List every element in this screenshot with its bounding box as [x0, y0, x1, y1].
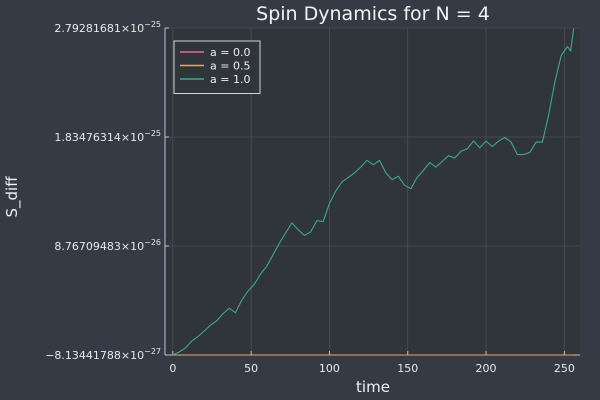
legend[interactable]: a = 0.0a = 0.5a = 1.0 — [173, 40, 261, 94]
x-tick-label-1: 50 — [244, 362, 258, 375]
x-tick-label-5: 250 — [554, 362, 575, 375]
legend-box — [173, 40, 261, 94]
series-line-2 — [172, 28, 575, 356]
chart-title: Spin Dynamics for N = 4 — [256, 3, 490, 25]
x-tick-label-3: 150 — [397, 362, 418, 375]
x-tick-label-2: 100 — [319, 362, 340, 375]
x-axis-label: time — [356, 378, 390, 396]
y-tick-label-3: 2.79281681×10−25 — [54, 20, 161, 35]
legend-label-0: a = 0.0 — [210, 46, 250, 59]
y-tick-label-0: −8.13441788×10−27 — [45, 347, 161, 362]
y-axis-ticks: −8.13441788×10−27 8.76709483×10−26 1.83476… — [45, 20, 169, 362]
y-axis-label: S_diff — [3, 176, 22, 218]
y-tick-label-1: 8.76709483×10−26 — [54, 238, 161, 253]
series-layer — [172, 28, 575, 356]
legend-label-1: a = 0.5 — [210, 60, 250, 73]
x-tick-label-0: 0 — [169, 362, 176, 375]
x-tick-label-4: 200 — [476, 362, 497, 375]
x-axis-ticks: 0 50 100 150 200 250 — [169, 351, 575, 375]
y-tick-label-2: 1.83476314×10−25 — [54, 129, 161, 144]
legend-label-2: a = 1.0 — [210, 73, 250, 86]
